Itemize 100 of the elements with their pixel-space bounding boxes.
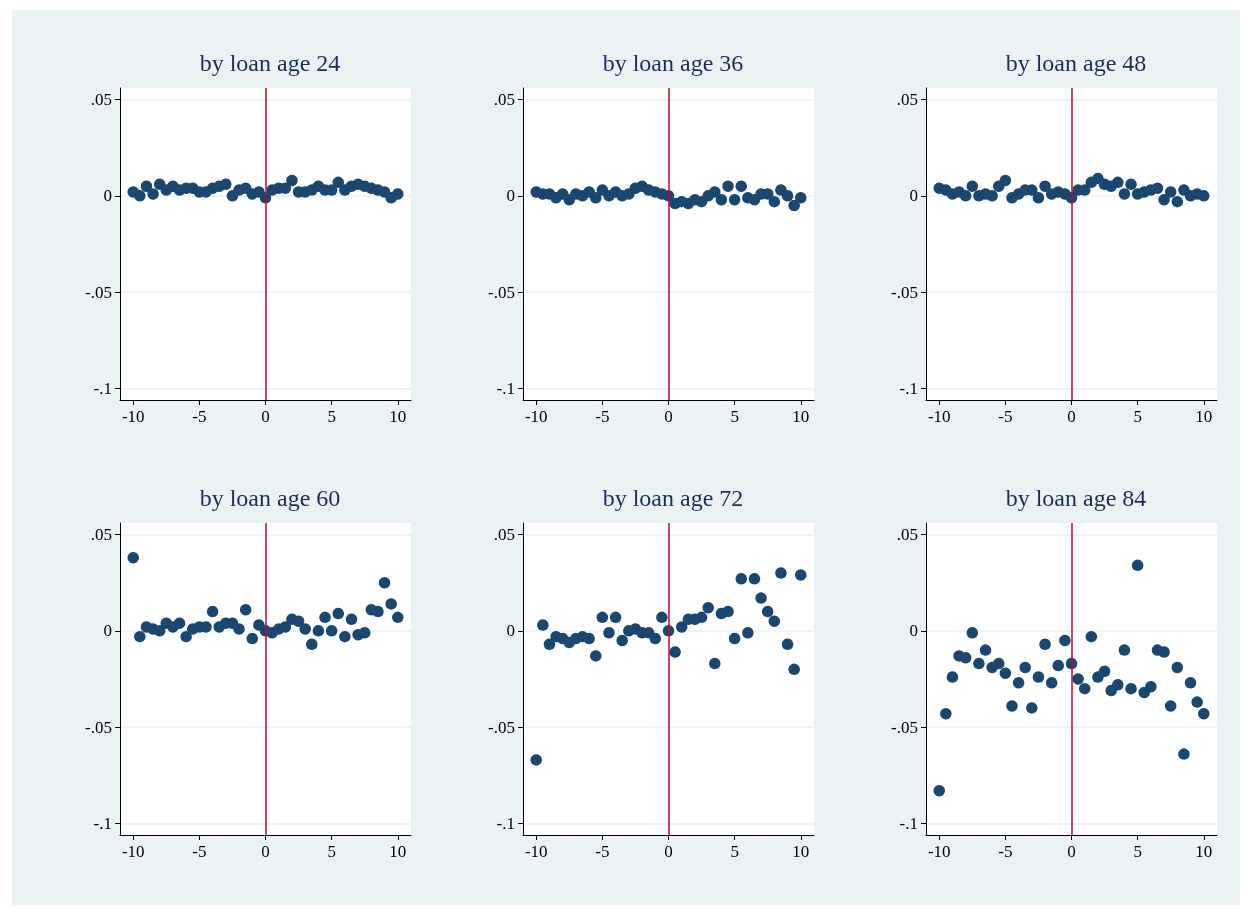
point	[299, 623, 311, 635]
y-tick-label: -.1	[899, 378, 918, 398]
point	[1118, 644, 1131, 656]
point	[1184, 677, 1197, 689]
point	[1158, 646, 1170, 658]
point	[279, 621, 292, 633]
point	[140, 180, 153, 192]
point	[332, 176, 344, 189]
x-tick-label: 0	[261, 407, 270, 426]
point	[973, 657, 985, 670]
point	[1125, 178, 1137, 191]
x-tick-label: -10	[121, 842, 145, 861]
point	[339, 630, 351, 643]
chart-title: by loan age 24	[199, 50, 341, 76]
x-tick-label: 10	[1195, 407, 1213, 426]
x-tick-label: 5	[327, 842, 336, 861]
point	[590, 192, 602, 204]
point	[1191, 696, 1203, 708]
point	[999, 667, 1012, 679]
x-tick-label: 10	[1195, 842, 1213, 861]
chart-title: by loan age 60	[199, 485, 341, 511]
point	[1178, 748, 1190, 760]
y-tick-label: -.05	[488, 282, 515, 302]
point	[1059, 634, 1071, 647]
x-tick-label: -10	[927, 842, 951, 861]
point	[173, 617, 186, 629]
point	[603, 627, 615, 639]
x-tick-label: 10	[389, 842, 407, 861]
point	[180, 630, 192, 643]
point	[669, 646, 681, 658]
y-tick-label: -.1	[496, 378, 515, 398]
point	[1158, 193, 1170, 206]
x-tick-label: -5	[998, 407, 1013, 426]
point	[768, 615, 781, 627]
point	[583, 632, 595, 645]
chart-title: by loan age 36	[602, 50, 744, 76]
point	[748, 573, 761, 585]
y-tick-label: -.05	[85, 717, 112, 737]
point	[1039, 180, 1051, 192]
point	[392, 611, 404, 624]
x-tick-label: -10	[927, 407, 951, 426]
y-tick-label: 0	[103, 621, 112, 641]
point	[649, 632, 662, 645]
chart-title: by loan age 84	[1005, 485, 1147, 511]
point	[134, 190, 146, 202]
point	[986, 190, 998, 202]
y-tick-label: -.05	[85, 282, 112, 302]
point	[385, 598, 397, 610]
point	[722, 180, 734, 192]
point	[795, 569, 807, 581]
y-tick-label: -.05	[891, 717, 918, 737]
point	[596, 611, 609, 624]
point	[1006, 700, 1018, 712]
point	[1019, 661, 1031, 674]
point	[1118, 188, 1131, 200]
point	[728, 632, 741, 645]
point	[966, 180, 979, 192]
point	[530, 754, 542, 766]
x-tick-label: -10	[524, 842, 548, 861]
point	[788, 663, 800, 676]
y-tick-label: 0	[909, 186, 918, 206]
point	[345, 613, 358, 626]
y-tick-label: -.05	[891, 282, 918, 302]
point	[325, 625, 338, 637]
point	[220, 178, 232, 191]
point	[1098, 665, 1111, 678]
point	[781, 190, 794, 202]
x-tick-label: 10	[792, 842, 810, 861]
y-tick-label: -.1	[496, 813, 515, 833]
point	[590, 650, 602, 662]
y-tick-label: .05	[493, 525, 515, 545]
x-tick-label: 0	[1067, 407, 1076, 426]
point	[728, 193, 741, 206]
x-tick-label: 10	[389, 407, 407, 426]
point	[715, 193, 728, 206]
x-tick-label: 0	[664, 842, 673, 861]
y-tick-label: 0	[909, 621, 918, 641]
point	[1026, 702, 1038, 714]
point	[946, 671, 959, 683]
point	[940, 707, 952, 720]
x-tick-label: 5	[730, 407, 739, 426]
point	[537, 619, 549, 631]
point	[1012, 677, 1025, 689]
point	[306, 638, 318, 651]
point	[1198, 707, 1210, 720]
point	[709, 186, 721, 198]
point	[127, 551, 139, 564]
point	[1198, 190, 1210, 202]
point	[933, 784, 945, 797]
x-tick-label: 0	[1067, 842, 1076, 861]
y-tick-label: .05	[90, 525, 112, 545]
point	[1171, 195, 1184, 208]
x-tick-label: 0	[261, 842, 270, 861]
point	[1125, 682, 1137, 695]
x-tick-label: -10	[524, 407, 548, 426]
point	[134, 630, 146, 643]
x-tick-label: 10	[792, 407, 810, 426]
x-tick-label: -5	[192, 407, 207, 426]
point	[1078, 682, 1091, 695]
x-tick-label: -10	[121, 407, 145, 426]
